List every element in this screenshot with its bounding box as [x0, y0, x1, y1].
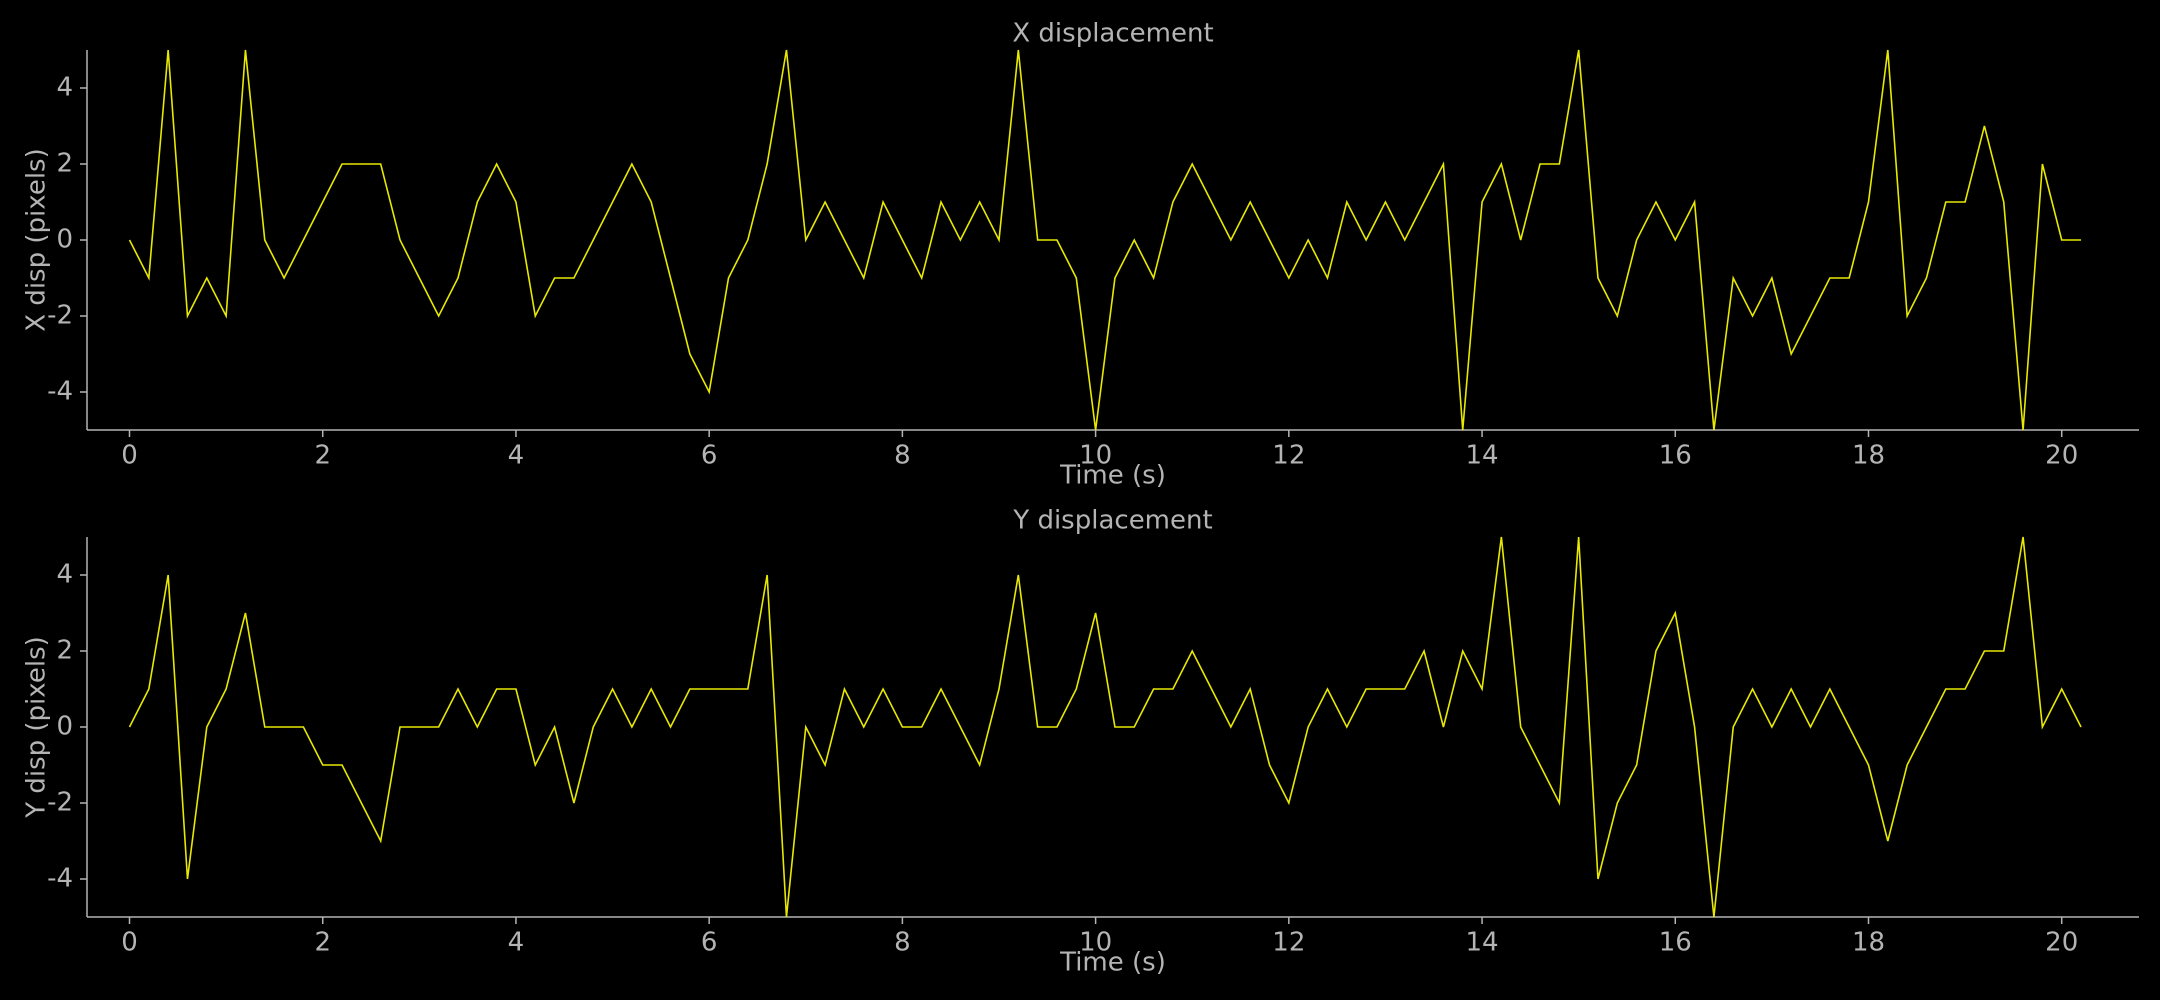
x-axis-label: Time (s): [1059, 461, 1166, 491]
y-tick-label: -2: [47, 788, 73, 818]
x-tick-label: 8: [894, 928, 911, 958]
y-tick-label: 0: [56, 225, 73, 255]
x-tick-label: 18: [1852, 441, 1885, 471]
x-tick-label: 0: [121, 441, 138, 471]
y-tick-label: 4: [56, 73, 73, 103]
x-tick-label: 12: [1272, 441, 1305, 471]
y-tick-label: 2: [56, 149, 73, 179]
y-tick-label: -4: [47, 377, 73, 407]
chart-title: Y displacement: [1012, 506, 1212, 536]
y-tick-label: -4: [47, 864, 73, 894]
x-tick-label: 2: [314, 441, 331, 471]
x-tick-label: 10: [1079, 441, 1112, 471]
x-tick-label: 18: [1852, 928, 1885, 958]
x-tick-label: 16: [1659, 928, 1692, 958]
x-tick-label: 0: [121, 928, 138, 958]
y-tick-label: 2: [56, 636, 73, 666]
x-tick-label: 14: [1466, 441, 1499, 471]
x-tick-label: 10: [1079, 928, 1112, 958]
x-tick-label: 6: [701, 928, 718, 958]
x-tick-label: 14: [1466, 928, 1499, 958]
x-tick-label: 4: [508, 441, 525, 471]
x-tick-label: 2: [314, 928, 331, 958]
y-tick-label: 4: [56, 560, 73, 590]
data-line: [128, 49, 2082, 431]
x-tick-label: 20: [2045, 441, 2078, 471]
x-tick-label: 4: [508, 928, 525, 958]
y-axis-label: X disp (pixels): [22, 148, 52, 332]
x-tick-label: 12: [1272, 928, 1305, 958]
x-tick-label: 8: [894, 441, 911, 471]
x-axis-label: Time (s): [1059, 948, 1166, 978]
x-tick-label: 20: [2045, 928, 2078, 958]
y-tick-label: -2: [47, 301, 73, 331]
chart-title: X displacement: [1012, 19, 1213, 49]
data-line: [128, 536, 2082, 918]
x-tick-label: 16: [1659, 441, 1692, 471]
y-axis-label: Y disp (pixels): [22, 636, 52, 819]
x-tick-label: 6: [701, 441, 718, 471]
y-tick-label: 0: [56, 712, 73, 742]
